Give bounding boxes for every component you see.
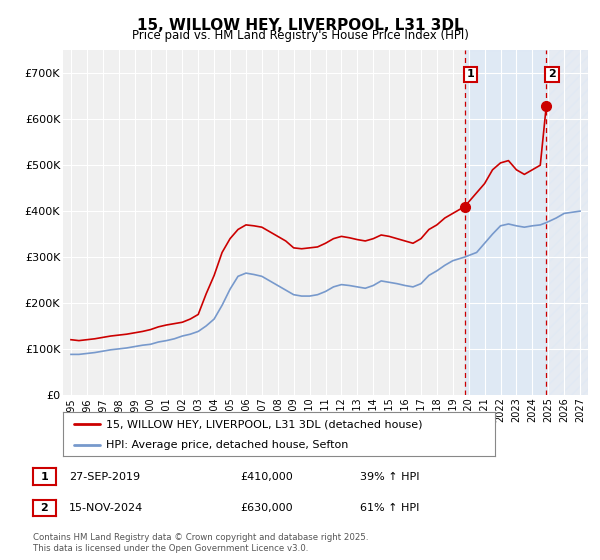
Text: 39% ↑ HPI: 39% ↑ HPI xyxy=(360,472,419,482)
Text: HPI: Average price, detached house, Sefton: HPI: Average price, detached house, Seft… xyxy=(106,440,349,450)
Text: 15, WILLOW HEY, LIVERPOOL, L31 3DL: 15, WILLOW HEY, LIVERPOOL, L31 3DL xyxy=(137,18,463,34)
Text: Price paid vs. HM Land Registry's House Price Index (HPI): Price paid vs. HM Land Registry's House … xyxy=(131,29,469,42)
Text: 2: 2 xyxy=(548,69,556,80)
Bar xyxy=(465,50,547,395)
Text: £630,000: £630,000 xyxy=(240,503,293,514)
Text: 61% ↑ HPI: 61% ↑ HPI xyxy=(360,503,419,514)
Text: 15-NOV-2024: 15-NOV-2024 xyxy=(69,503,143,514)
Text: Contains HM Land Registry data © Crown copyright and database right 2025.
This d: Contains HM Land Registry data © Crown c… xyxy=(33,533,368,553)
Text: 1: 1 xyxy=(41,472,48,482)
Text: 2: 2 xyxy=(41,503,48,513)
Text: 15, WILLOW HEY, LIVERPOOL, L31 3DL (detached house): 15, WILLOW HEY, LIVERPOOL, L31 3DL (deta… xyxy=(106,419,422,429)
Bar xyxy=(547,50,588,395)
Text: £410,000: £410,000 xyxy=(240,472,293,482)
Text: 27-SEP-2019: 27-SEP-2019 xyxy=(69,472,140,482)
Text: 1: 1 xyxy=(466,69,474,80)
